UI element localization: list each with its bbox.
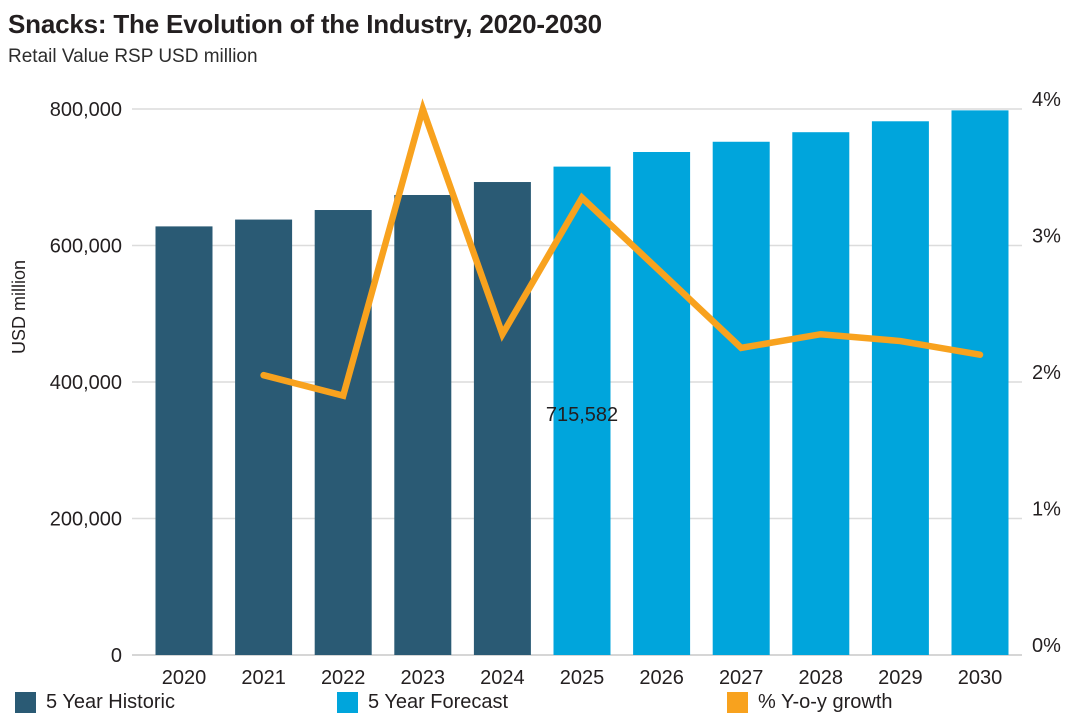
bar-2023 bbox=[394, 194, 452, 655]
x-axis-label-2023: 2023 bbox=[401, 667, 446, 689]
right-axis-tick-label-1: 1% bbox=[1032, 499, 1061, 521]
x-axis-label-2021: 2021 bbox=[241, 667, 286, 689]
right-axis-tick-label-4: 4% bbox=[1032, 89, 1061, 111]
bar-2021 bbox=[235, 219, 293, 655]
historic-swatch-icon bbox=[15, 691, 36, 713]
chart-subtitle: Retail Value RSP USD million bbox=[8, 46, 258, 67]
legend-label-growth: % Y-o-y growth bbox=[758, 690, 893, 713]
bar-2030 bbox=[951, 110, 1009, 656]
right-axis-tick-label-2: 2% bbox=[1032, 362, 1061, 384]
right-axis-tick-label-3: 3% bbox=[1032, 226, 1061, 248]
y-axis-tick-label-600000: 600,000 bbox=[50, 236, 122, 258]
left-axis-title: USD million bbox=[9, 260, 29, 354]
right-axis-tick-label-0: 0% bbox=[1032, 635, 1061, 657]
chart-title: Snacks: The Evolution of the Industry, 2… bbox=[8, 9, 602, 39]
bar-2026 bbox=[633, 151, 691, 655]
x-axis-label-2028: 2028 bbox=[799, 667, 844, 689]
y-axis-tick-label-200000: 200,000 bbox=[50, 509, 122, 531]
bar-2025 bbox=[553, 166, 611, 655]
bar-value-annotation: 715,582 bbox=[546, 404, 618, 426]
x-axis-label-2025: 2025 bbox=[560, 667, 605, 689]
legend-label-forecast: 5 Year Forecast bbox=[368, 690, 509, 713]
y-axis-tick-label-800000: 800,000 bbox=[50, 99, 122, 121]
y-axis-tick-label-0: 0 bbox=[111, 645, 122, 667]
bar-2022 bbox=[314, 210, 372, 655]
x-axis-label-2030: 2030 bbox=[958, 667, 1003, 689]
legend-label-historic: 5 Year Historic bbox=[46, 690, 175, 713]
x-axis-label-2027: 2027 bbox=[719, 667, 764, 689]
x-axis-label-2020: 2020 bbox=[162, 667, 207, 689]
legend-item-historic: 5 Year Historic bbox=[15, 690, 175, 714]
legend-item-growth: % Y-o-y growth bbox=[727, 690, 893, 714]
forecast-swatch-icon bbox=[337, 691, 358, 713]
x-axis-label-2026: 2026 bbox=[639, 667, 684, 689]
x-axis-label-2022: 2022 bbox=[321, 667, 366, 689]
x-axis-label-2029: 2029 bbox=[878, 667, 923, 689]
yoy-growth-line bbox=[260, 98, 984, 400]
legend-item-forecast: 5 Year Forecast bbox=[337, 690, 508, 714]
growth-swatch-icon bbox=[727, 691, 748, 713]
bar-2029 bbox=[871, 121, 929, 655]
y-axis-tick-label-400000: 400,000 bbox=[50, 372, 122, 394]
bar-2024 bbox=[473, 182, 531, 655]
bar-2027 bbox=[712, 141, 770, 655]
bar-2020 bbox=[155, 226, 213, 655]
bar-2028 bbox=[792, 132, 850, 655]
x-axis-label-2024: 2024 bbox=[480, 667, 525, 689]
